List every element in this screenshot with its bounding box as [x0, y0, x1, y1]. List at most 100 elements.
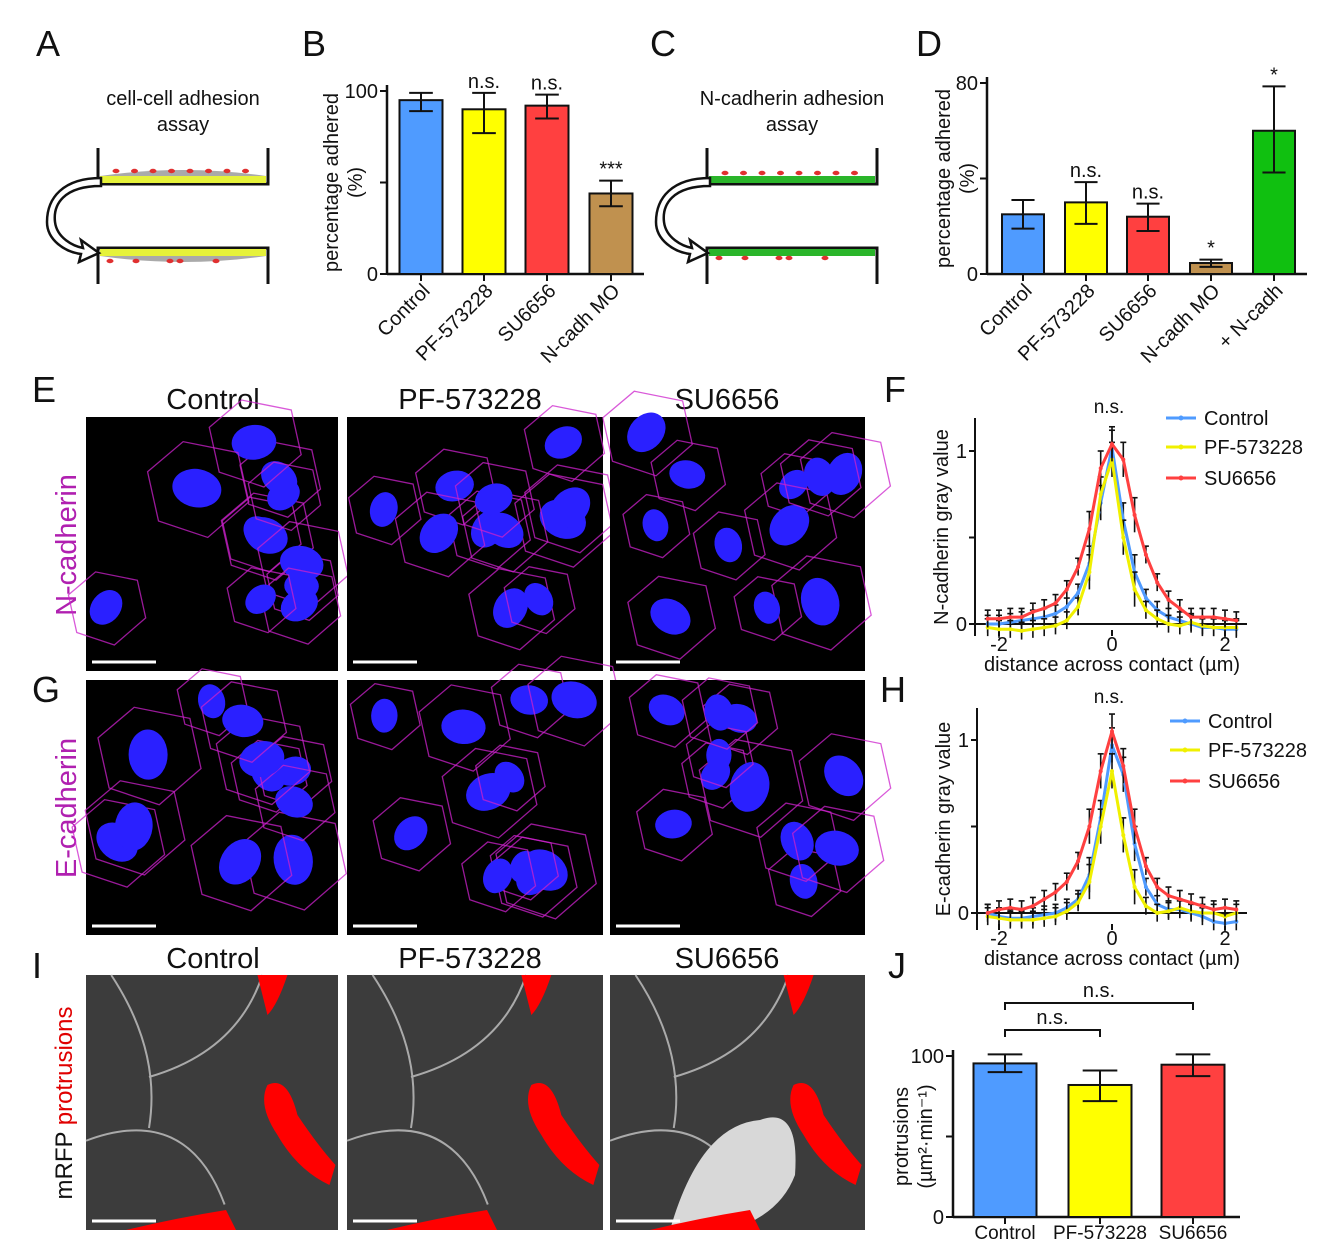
data-point	[1087, 824, 1092, 829]
protrusion-region	[650, 1210, 760, 1230]
series-pf-573228	[984, 753, 1240, 929]
cell-dot	[132, 258, 140, 264]
protrusion-region	[521, 975, 600, 1185]
data-point	[1143, 596, 1148, 601]
substrate-layer	[100, 176, 266, 183]
series-su6656	[984, 425, 1240, 630]
x-tick-label: 2	[1219, 634, 1230, 656]
cell-membrane	[230, 739, 308, 813]
substrate-layer	[709, 176, 875, 183]
cell-dot	[242, 168, 249, 174]
x-tick-label: 2	[1219, 928, 1230, 950]
nucleus	[627, 412, 666, 453]
data-point	[1132, 824, 1137, 829]
data-point	[1053, 890, 1058, 895]
data-point	[1076, 590, 1081, 595]
data-point	[1166, 622, 1171, 626]
x-tick-label: 0	[1106, 928, 1117, 950]
cell-dot	[176, 258, 184, 264]
data-point	[1076, 900, 1081, 905]
cell-membrane	[495, 823, 597, 920]
significance-label: n.s.	[1094, 687, 1125, 708]
schematic-title: N-cadherin adhesion	[700, 88, 885, 110]
legend-label: SU6656	[1208, 771, 1280, 793]
chart-j: 0 100 protrusions (µm²·min⁻¹) Control PF-5732…	[891, 980, 1240, 1244]
significance-label: ***	[599, 159, 623, 181]
cell-membrane	[190, 814, 293, 912]
nucleus	[484, 512, 524, 549]
data-point	[1087, 570, 1092, 575]
cell-membrane	[681, 677, 759, 750]
column-title: PF-573228	[398, 943, 542, 975]
schematic-a: cell-cell adhesion assay	[45, 88, 270, 284]
data-point	[1053, 914, 1058, 919]
series-line	[987, 770, 1237, 922]
nucleus	[510, 685, 549, 715]
cell-outline	[346, 974, 528, 1205]
dish-bottom	[96, 246, 270, 284]
cell-dot	[166, 258, 174, 264]
cell-membrane	[372, 797, 452, 872]
cell-dot	[795, 170, 803, 176]
data-point	[1177, 897, 1182, 902]
x-tick-label: -2	[990, 634, 1008, 656]
data-point	[985, 911, 990, 915]
data-point	[1200, 615, 1205, 620]
nucleus	[544, 426, 582, 459]
cell-membrane	[447, 490, 532, 570]
data-point	[1042, 606, 1047, 611]
column-title: Control	[166, 384, 260, 416]
data-point	[1234, 907, 1239, 912]
nucleus	[780, 821, 814, 861]
cell-dot	[740, 170, 747, 176]
nucleus	[483, 858, 513, 894]
nucleus	[267, 480, 300, 511]
cell-membrane	[628, 673, 707, 748]
nucleus	[524, 582, 554, 616]
image-background	[86, 975, 338, 1230]
ncadherin-image-1	[347, 404, 619, 671]
data-point	[1053, 611, 1058, 616]
legend-label: Control	[1204, 408, 1268, 430]
column-title: SU6656	[675, 943, 780, 975]
nucleus	[231, 424, 277, 460]
nucleus	[172, 468, 222, 508]
data-point	[1042, 625, 1047, 630]
x-tick-label: + N-cadh	[1214, 280, 1287, 353]
data-point	[1189, 615, 1194, 620]
data-point	[1166, 597, 1171, 602]
data-point	[1121, 457, 1126, 462]
y-tick-label: 100	[345, 81, 378, 103]
data-point	[1087, 526, 1092, 531]
cell-layer	[100, 170, 266, 176]
cell-membrane	[698, 738, 804, 838]
y-tick-label: 0	[956, 614, 967, 636]
ecadherin-image-1	[347, 655, 624, 935]
cell-membrane	[622, 493, 691, 559]
legend-label: PF-573228	[1208, 740, 1307, 762]
data-point	[1121, 833, 1126, 838]
cell-membrane	[798, 733, 892, 822]
legend-label: Control	[1208, 711, 1272, 733]
data-point	[1223, 905, 1227, 910]
cell-dot	[777, 170, 784, 176]
y-axis-label: E-cadherin gray value	[933, 722, 955, 917]
schematic-c: N-cadherin adhesion assay	[654, 88, 885, 284]
nucleus	[128, 729, 168, 780]
bright-cell	[670, 1117, 796, 1230]
cell-dot	[131, 168, 138, 174]
bar-su6656	[1160, 1063, 1226, 1218]
nucleus	[114, 802, 153, 851]
y-axis-label: percentage adhered	[321, 93, 343, 272]
data-point	[1008, 917, 1013, 922]
data-point	[1064, 618, 1069, 623]
bar-pf-573228	[1067, 1083, 1133, 1218]
significance-label: n.s.	[531, 73, 563, 95]
cell-membrane	[146, 440, 250, 539]
ncadherin-image-0	[67, 399, 349, 671]
data-point	[1155, 616, 1160, 621]
x-tick-label: SU6656	[1159, 1223, 1228, 1244]
data-point	[1008, 905, 1013, 910]
nucleus	[493, 588, 528, 628]
